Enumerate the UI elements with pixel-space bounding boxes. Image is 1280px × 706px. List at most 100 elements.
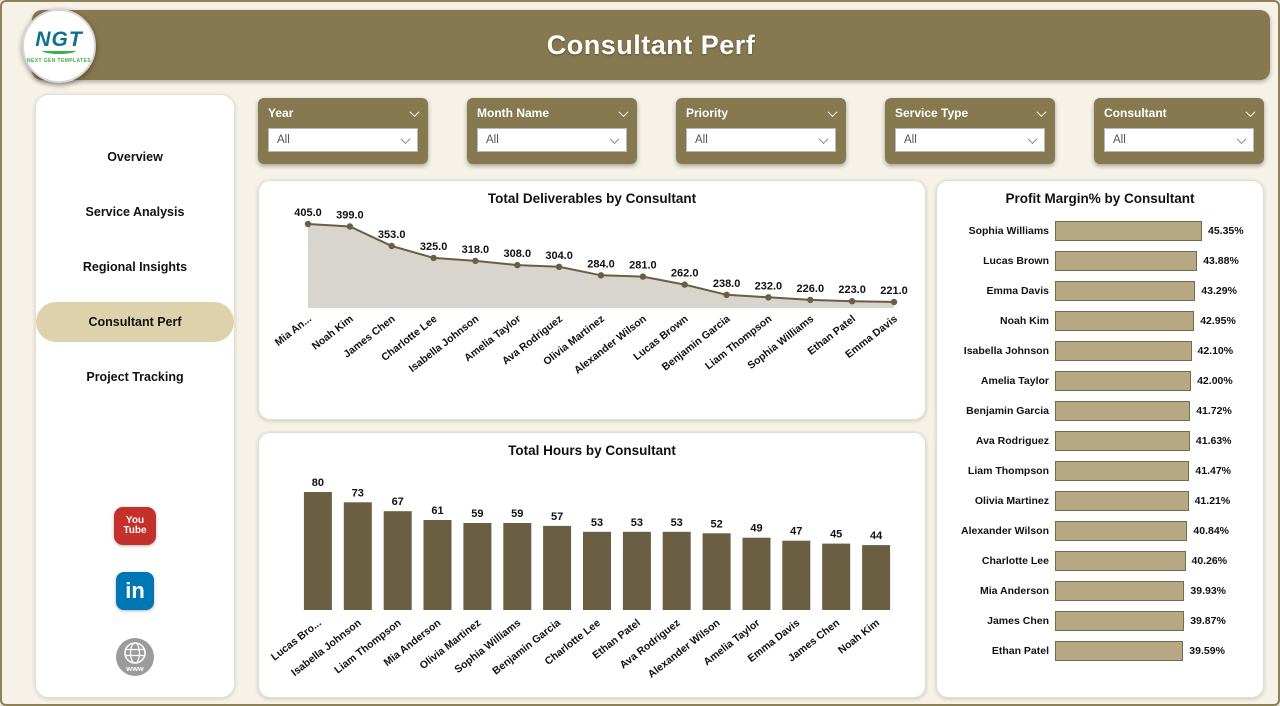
youtube-text-line2: Tube — [123, 525, 147, 536]
bar[interactable] — [1055, 641, 1184, 661]
data-label: 221.0 — [880, 285, 908, 297]
bar[interactable] — [1055, 221, 1202, 241]
bar[interactable] — [1055, 401, 1191, 421]
category-label: Isabella Johnson — [289, 617, 364, 679]
data-point[interactable] — [388, 242, 395, 250]
data-point[interactable] — [848, 298, 856, 305]
data-point[interactable] — [681, 281, 688, 288]
bar[interactable] — [782, 540, 811, 610]
bar[interactable] — [1055, 581, 1185, 601]
data-point[interactable] — [430, 254, 437, 262]
bar[interactable] — [503, 523, 532, 610]
data-point[interactable] — [639, 273, 647, 280]
website-globe-icon[interactable]: www — [115, 637, 155, 677]
bar[interactable] — [1055, 251, 1198, 271]
consultant-name: Noah Kim — [999, 315, 1049, 327]
data-point[interactable] — [472, 257, 479, 265]
hours-chart-panel: Total Hours by Consultant 80 Lucas Bro...… — [258, 432, 926, 698]
filter-label: Month Name — [477, 106, 549, 120]
bar[interactable] — [1055, 551, 1186, 571]
filter-dropdown[interactable]: All — [268, 128, 418, 152]
filter-dropdown[interactable]: All — [477, 128, 627, 152]
bar[interactable] — [1055, 371, 1192, 391]
bar[interactable] — [702, 533, 731, 610]
data-label: 61 — [431, 505, 443, 517]
category-label: Mia An... — [273, 313, 314, 349]
consultant-name: Isabella Johnson — [963, 345, 1049, 357]
chevron-down-icon[interactable] — [1245, 106, 1256, 117]
bar[interactable] — [1055, 521, 1188, 541]
header-bar: Consultant Perf — [32, 10, 1270, 80]
chevron-down-icon — [1236, 133, 1247, 144]
profit-margin-chart: Sophia Williams 45.35% Lucas Brown 43.88% Em… — [937, 206, 1263, 666]
bar[interactable] — [463, 523, 492, 610]
filter-consultant: Consultant All — [1094, 98, 1264, 164]
sidebar-item-overview[interactable]: Overview — [107, 150, 163, 164]
data-label: 42.00% — [1197, 375, 1233, 387]
sidebar-item-service-analysis[interactable]: Service Analysis — [85, 205, 185, 219]
filter-dropdown[interactable]: All — [686, 128, 836, 152]
filter-dropdown[interactable]: All — [895, 128, 1045, 152]
data-point[interactable] — [514, 261, 521, 269]
data-label: 353.0 — [378, 229, 406, 241]
data-point[interactable] — [765, 294, 772, 301]
bar[interactable] — [583, 531, 611, 610]
data-label: 405.0 — [294, 207, 322, 219]
consultant-name: Olivia Martinez — [974, 495, 1049, 507]
profit-row: Ethan Patel 39.59% — [947, 636, 1253, 666]
bar[interactable] — [662, 531, 691, 610]
data-label: 43.88% — [1203, 255, 1239, 267]
data-label: 41.21% — [1194, 495, 1231, 507]
bar[interactable] — [1055, 431, 1190, 451]
data-point[interactable] — [346, 223, 354, 230]
consultant-name: Alexander Wilson — [960, 525, 1049, 537]
filter-header: Month Name — [477, 106, 629, 120]
data-point[interactable] — [304, 220, 312, 228]
sidebar-item-project-tracking[interactable]: Project Tracking — [86, 370, 184, 384]
data-label: 39.87% — [1190, 615, 1226, 627]
bar[interactable] — [1055, 281, 1196, 301]
profit-row: Lucas Brown 43.88% — [947, 246, 1253, 276]
data-point[interactable] — [723, 291, 730, 298]
data-label: 42.95% — [1200, 315, 1236, 327]
bar[interactable] — [1055, 311, 1195, 331]
bar[interactable] — [622, 531, 651, 610]
data-point[interactable] — [597, 272, 605, 279]
bar[interactable] — [543, 525, 572, 610]
youtube-icon[interactable]: You Tube — [114, 507, 156, 545]
filter-header: Consultant — [1104, 106, 1256, 120]
bar[interactable] — [1055, 461, 1190, 481]
bar[interactable] — [383, 511, 412, 610]
data-point[interactable] — [555, 263, 563, 270]
bar[interactable] — [822, 543, 851, 610]
bar[interactable] — [742, 537, 771, 610]
sidebar-item-consultant-perf[interactable]: Consultant Perf — [36, 302, 234, 342]
data-point[interactable] — [807, 296, 814, 304]
linkedin-icon[interactable]: in — [116, 572, 154, 610]
profit-row: Amelia Taylor 42.00% — [947, 366, 1253, 396]
sidebar-item-regional-insights[interactable]: Regional Insights — [82, 260, 188, 274]
bar[interactable] — [303, 492, 332, 610]
data-label: 53 — [671, 517, 683, 529]
data-label: 43.29% — [1201, 285, 1237, 297]
chevron-down-icon[interactable] — [618, 106, 629, 117]
ngt-logo: NGT NEXT GEN TEMPLATES — [22, 9, 96, 83]
chevron-down-icon[interactable] — [409, 106, 420, 117]
profit-row: Alexander Wilson 40.84% — [947, 516, 1253, 546]
data-label: 232.0 — [755, 280, 783, 292]
chevron-down-icon[interactable] — [827, 106, 838, 117]
filter-dropdown[interactable]: All — [1104, 128, 1254, 152]
bar[interactable] — [423, 520, 452, 610]
data-label: 284.0 — [587, 258, 615, 270]
bar[interactable] — [1055, 341, 1192, 361]
bar[interactable] — [1055, 611, 1185, 631]
bar[interactable] — [343, 502, 372, 610]
filter-label: Year — [268, 106, 294, 120]
data-label: 308.0 — [504, 248, 532, 260]
bar[interactable] — [862, 545, 891, 610]
bar[interactable] — [1055, 491, 1189, 511]
chevron-down-icon — [818, 133, 829, 144]
chevron-down-icon[interactable] — [1036, 106, 1047, 117]
data-point[interactable] — [890, 298, 898, 306]
chevron-down-icon — [400, 133, 411, 144]
